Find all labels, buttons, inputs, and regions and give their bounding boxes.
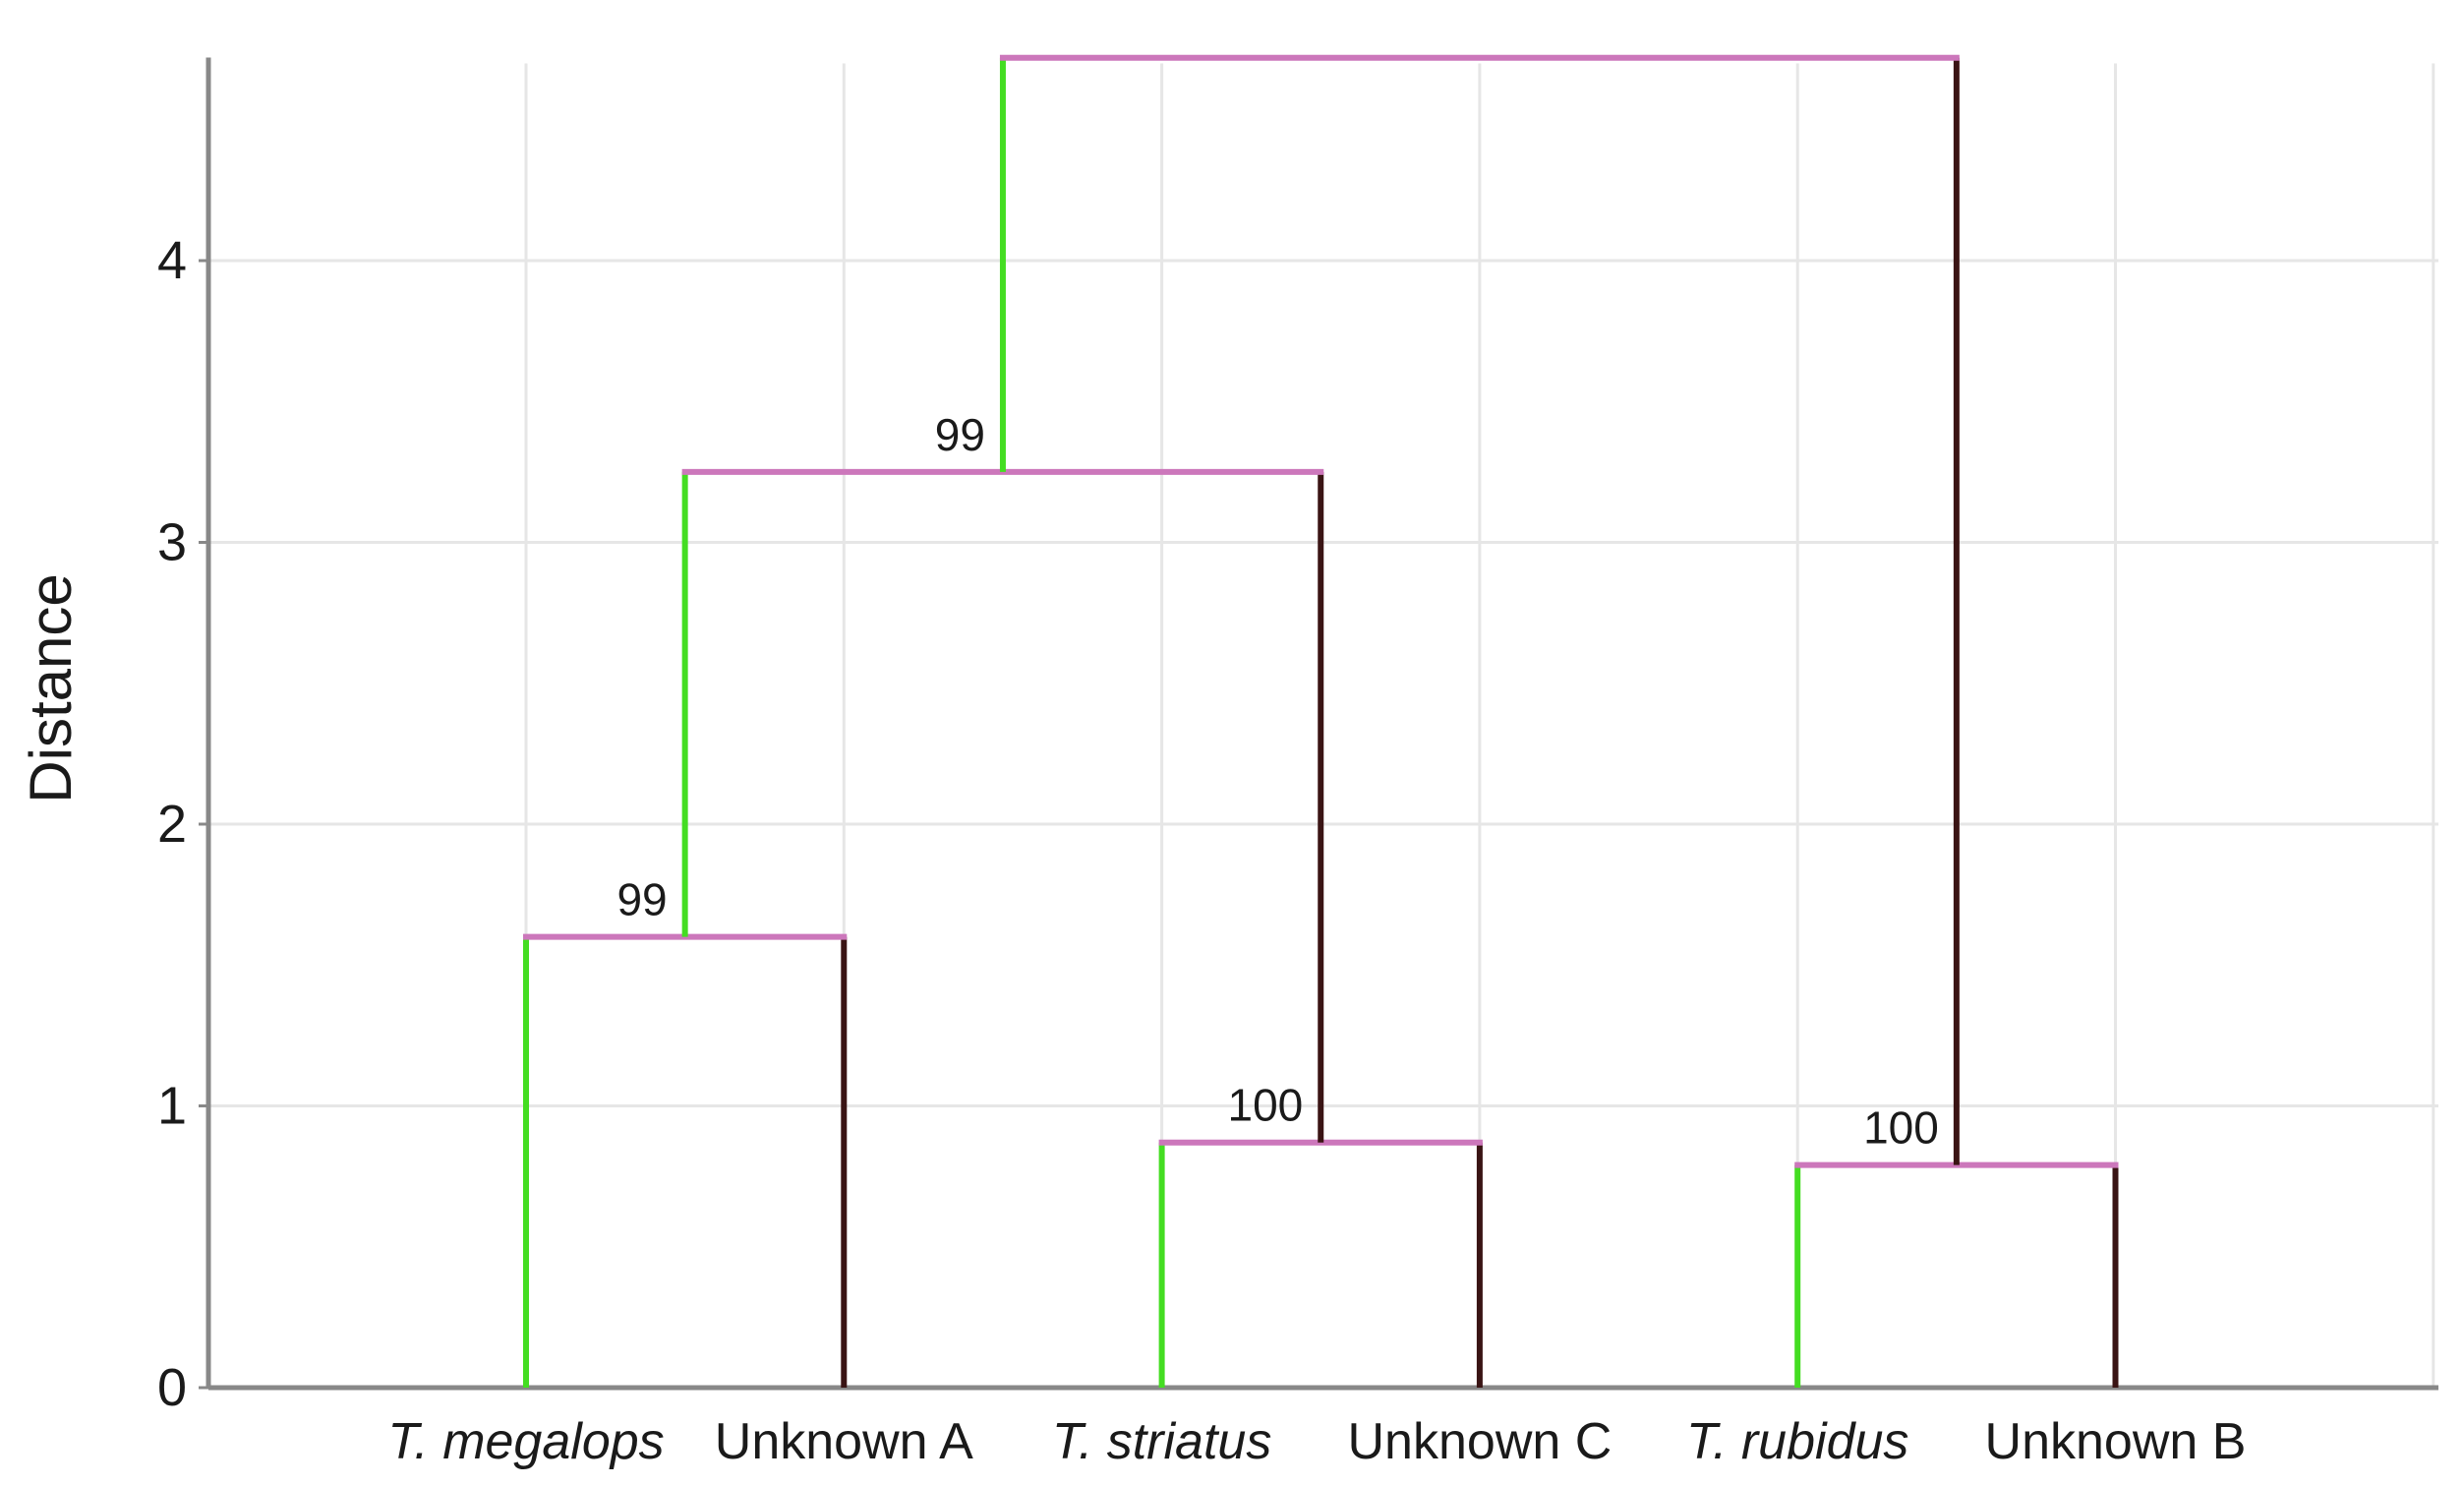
y-tick-label: 1: [157, 1077, 187, 1136]
leaf-label: Unknown A: [715, 1413, 973, 1470]
bootstrap-support-label: 100: [1228, 1080, 1304, 1131]
leaf-label: T. striatus: [1052, 1413, 1272, 1470]
y-tick-label: 0: [157, 1358, 187, 1417]
leaf-label: T. megalops: [387, 1413, 664, 1470]
axes: 0 1 2 3 4: [157, 57, 2438, 1417]
y-tick-label: 3: [157, 513, 187, 572]
y-tick-label: 4: [157, 231, 187, 290]
leaf-label: Unknown B: [1985, 1413, 2247, 1470]
bootstrap-support-label: 99: [935, 409, 985, 460]
bootstrap-support-label: 100: [1863, 1102, 1939, 1154]
leaf-label: T. rubidus: [1686, 1413, 1908, 1470]
bootstrap-support-label: 99: [616, 874, 667, 925]
y-tick-label: 2: [157, 795, 187, 854]
tree: [523, 54, 2119, 1388]
labels: T. megalops Unknown A T. striatus Unknown C…: [387, 409, 2246, 1470]
y-axis-label: Distance: [18, 573, 84, 802]
leaf-label: Unknown C: [1348, 1413, 1613, 1470]
